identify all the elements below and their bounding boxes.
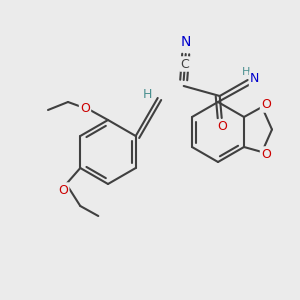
Text: H: H bbox=[242, 67, 250, 77]
Text: O: O bbox=[217, 121, 227, 134]
Text: N: N bbox=[181, 35, 191, 49]
Text: H: H bbox=[143, 88, 152, 100]
Text: N: N bbox=[250, 73, 260, 85]
Text: O: O bbox=[58, 184, 68, 196]
Text: O: O bbox=[80, 101, 90, 115]
Text: C: C bbox=[180, 58, 189, 70]
Text: O: O bbox=[261, 98, 271, 112]
Text: O: O bbox=[261, 148, 271, 160]
